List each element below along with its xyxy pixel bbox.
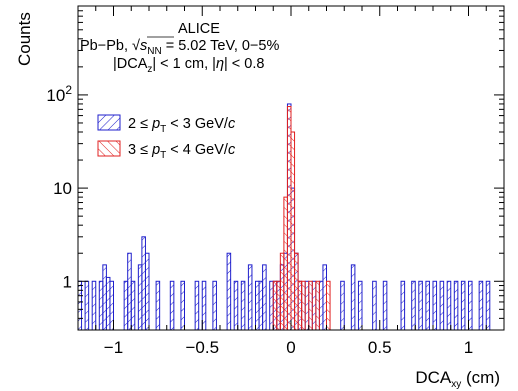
bar-series-0 bbox=[109, 280, 114, 330]
bar-series-1 bbox=[297, 280, 303, 330]
bar-series-0 bbox=[127, 252, 132, 330]
bar-series-0 bbox=[137, 264, 143, 330]
bar-series-1 bbox=[315, 280, 320, 330]
bar-series-1 bbox=[308, 280, 313, 330]
bar-series-0 bbox=[322, 264, 328, 330]
annotation: ALICE Pb−Pb, √sNN = 5.02 TeV, 0−5% |DCAz… bbox=[80, 21, 279, 75]
bar-series-0 bbox=[180, 280, 185, 330]
bar-series-0 bbox=[105, 276, 111, 330]
bar-series-0 bbox=[84, 280, 90, 330]
bar-series-0 bbox=[141, 236, 146, 330]
legend-swatch-red bbox=[97, 140, 121, 157]
y-tick-labels: 1 10 102 bbox=[46, 83, 72, 291]
legend-swatch-blue bbox=[97, 114, 121, 131]
bar-series-1 bbox=[326, 280, 331, 330]
bar-series-0 bbox=[411, 280, 416, 330]
plot-frame bbox=[77, 5, 505, 331]
bar-series-0 bbox=[233, 280, 239, 330]
y-tick-label: 1 bbox=[63, 272, 72, 291]
bar-series-0 bbox=[439, 280, 445, 330]
bar-series-0 bbox=[460, 280, 466, 330]
x-tick-label: 1 bbox=[464, 338, 473, 357]
bar-series-0 bbox=[418, 280, 423, 330]
bar-series-0 bbox=[304, 280, 310, 330]
bar-series-1 bbox=[294, 252, 299, 330]
x-tick-label: 0.5 bbox=[368, 338, 392, 357]
bar-series-0 bbox=[350, 264, 356, 330]
bar-series-0 bbox=[169, 280, 175, 330]
bar-series-0 bbox=[212, 280, 217, 330]
x-tick-label: 0 bbox=[286, 338, 295, 357]
annotation-system: Pb−Pb, √sNN = 5.02 TeV, 0−5% bbox=[80, 38, 279, 57]
bar-series-0 bbox=[201, 280, 207, 330]
legend-label-pt3-4: 3 ≤ pT < 4 GeV/c bbox=[128, 142, 236, 161]
bar-series-0 bbox=[262, 264, 267, 330]
bar-series-1 bbox=[290, 131, 296, 330]
bar-series-0 bbox=[78, 280, 83, 330]
bar-series-1 bbox=[276, 280, 281, 330]
annotation-experiment: ALICE bbox=[178, 21, 220, 37]
bar-series-0 bbox=[478, 280, 484, 330]
bar-series-0 bbox=[432, 280, 438, 330]
bar-series-0 bbox=[400, 280, 406, 330]
legend-label-pt2-3: 2 ≤ pT < 3 GeV/c bbox=[128, 116, 236, 135]
bar-series-0 bbox=[485, 280, 491, 330]
x-tick-labels: −1 −0.5 0 0.5 1 bbox=[104, 338, 473, 357]
bar-series-0 bbox=[255, 280, 260, 330]
y-axis-title: Counts bbox=[15, 12, 34, 66]
bar-series-0 bbox=[102, 264, 107, 330]
bar-series-0 bbox=[340, 280, 345, 330]
legend-entry-pt3-4: 3 ≤ pT < 4 GeV/c bbox=[97, 140, 236, 161]
bar-series-0 bbox=[318, 280, 324, 330]
bar-series-0 bbox=[155, 280, 161, 330]
bar-series-0 bbox=[240, 280, 246, 330]
bar-series-0 bbox=[372, 280, 377, 330]
bar-series-0 bbox=[425, 280, 430, 330]
bar-series-1 bbox=[279, 252, 285, 330]
bar-series-0 bbox=[91, 280, 97, 330]
histogram-bars bbox=[78, 103, 491, 330]
legend-entry-pt2-3: 2 ≤ pT < 3 GeV/c bbox=[97, 114, 236, 135]
bar-series-0 bbox=[357, 280, 363, 330]
bar-series-0 bbox=[311, 280, 317, 330]
bar-series-0 bbox=[453, 280, 459, 330]
bar-series-0 bbox=[382, 280, 388, 330]
bar-series-0 bbox=[468, 280, 473, 330]
bar-series-0 bbox=[130, 280, 136, 330]
bar-series-0 bbox=[123, 280, 129, 330]
bar-series-1 bbox=[286, 106, 292, 330]
x-tick-label: −1 bbox=[104, 338, 123, 357]
legend: 2 ≤ pT < 3 GeV/c 3 ≤ pT < 4 GeV/c bbox=[97, 114, 236, 161]
bar-series-0 bbox=[247, 264, 253, 330]
bar-series-0 bbox=[258, 280, 264, 330]
annotation-cuts: |DCAz| < 1 cm, |η| < 0.8 bbox=[113, 56, 264, 75]
bar-series-0 bbox=[144, 252, 150, 330]
bar-series-1 bbox=[301, 280, 306, 330]
bar-series-0 bbox=[194, 280, 200, 330]
bar-series-0 bbox=[446, 280, 452, 330]
y-tick-label: 102 bbox=[46, 83, 72, 105]
y-tick-label: 10 bbox=[53, 179, 72, 198]
bar-series-0 bbox=[98, 280, 104, 330]
bar-series-0 bbox=[226, 252, 232, 330]
x-tick-label: −0.5 bbox=[185, 338, 219, 357]
bar-series-1 bbox=[283, 196, 288, 330]
bar-series-0 bbox=[269, 280, 274, 330]
bar-series-1 bbox=[272, 280, 278, 330]
x-axis-title: DCAxy (cm) bbox=[415, 368, 500, 390]
